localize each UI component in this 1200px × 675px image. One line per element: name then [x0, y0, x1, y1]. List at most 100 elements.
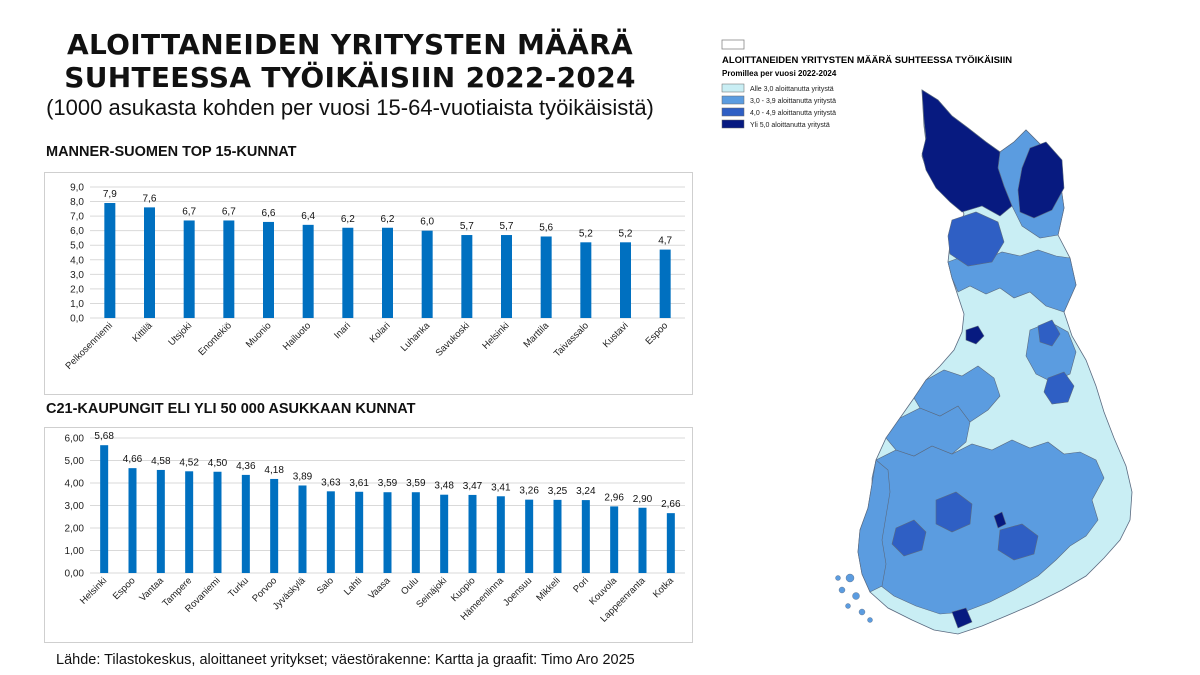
top15-bar — [620, 242, 631, 318]
top15-ytick-label: 8,0 — [70, 197, 84, 208]
top15-value-label: 5,2 — [619, 228, 633, 239]
top15-bar — [302, 224, 314, 318]
top15-value-label: 7,6 — [143, 193, 157, 204]
c21-value-label: 3,47 — [463, 481, 483, 492]
c21-value-label: 4,18 — [264, 465, 284, 476]
c21-value-label: 5,68 — [94, 431, 114, 442]
top15-value-label: 7,9 — [103, 189, 117, 200]
c21-bar — [610, 506, 619, 573]
map-region-mid-kainuu — [1025, 321, 1077, 383]
title-line-1: ALOITTANEIDEN YRITYSTEN MÄÄRÄ — [67, 28, 633, 61]
c21-value-label: 3,59 — [406, 478, 426, 489]
c21-value-label: 4,66 — [123, 454, 143, 465]
c21-bar — [326, 491, 335, 573]
c21-category-label: Vaasa — [366, 575, 393, 602]
c21-bar — [666, 513, 675, 573]
top15-category-label: Pelkosenniemi — [63, 320, 114, 371]
finland-map: ALOITTANEIDEN YRITYSTEN MÄÄRÄ SUHTEESSA … — [721, 39, 1133, 635]
top15-category-label: Inari — [332, 320, 353, 341]
c21-value-label: 3,63 — [321, 477, 341, 488]
c21-value-label: 3,25 — [548, 486, 568, 497]
top15-bar — [540, 236, 552, 318]
c21-category-label: Pori — [571, 575, 591, 595]
source-note: Lähde: Tilastokeskus, aloittaneet yrityk… — [56, 652, 635, 668]
c21-value-label: 3,59 — [378, 478, 398, 489]
top15-category-label: Muonio — [244, 320, 274, 350]
legend-subtitle: Promillea per vuosi 2022-2024 — [722, 69, 837, 78]
top15-value-label: 5,2 — [579, 228, 593, 239]
legend-swatch — [721, 83, 745, 93]
title-line-2: SUHTEESSA TYÖIKÄISIIN 2022-2024 — [64, 61, 636, 94]
legend-label: 4,0 - 4,9 aloittanutta yritystä — [750, 110, 836, 117]
legend-blank-swatch — [721, 39, 745, 50]
c21-ytick-label: 4,00 — [65, 479, 85, 490]
c21-value-label: 4,50 — [208, 458, 228, 469]
top15-ytick-label: 4,0 — [70, 255, 84, 266]
top15-ytick-label: 5,0 — [70, 241, 84, 252]
map-region-top-south-tip — [951, 607, 973, 629]
top15-bar — [104, 203, 116, 318]
c21-ytick-label: 6,00 — [65, 434, 85, 445]
legend-swatch — [721, 107, 745, 117]
top15-value-label: 6,2 — [381, 214, 395, 225]
c21-bar — [241, 474, 250, 573]
top15-category-label: Kolari — [368, 320, 393, 345]
c21-bar — [553, 499, 562, 573]
chart-top15: 0,0 1,0 2,0 3,0 4,0 5,0 6,0 7,0 8,0 9,0 7,9 Pelkose… — [44, 172, 693, 395]
map-region-top-north-lapland — [921, 89, 1013, 217]
main-subtitle: (1000 asukasta kohden per vuosi 15-64-vu… — [46, 95, 654, 120]
top15-category-label: Savukoski — [434, 320, 472, 358]
c21-ytick-label: 0,00 — [65, 569, 85, 580]
map-region-mid-lapland — [947, 249, 1077, 313]
c21-bar — [468, 494, 477, 573]
top15-value-label: 5,7 — [500, 221, 514, 232]
c21-value-label: 4,58 — [151, 456, 171, 467]
c21-value-label: 3,89 — [293, 471, 313, 482]
top15-ytick-label: 6,0 — [70, 226, 84, 237]
chart-c21: 0,00 1,00 2,00 3,00 4,00 5,00 6,00 5,68 Helsinki… — [44, 427, 693, 643]
top15-category-label: Hailuoto — [281, 320, 313, 352]
chart-top15-svg: 0,0 1,0 2,0 3,0 4,0 5,0 6,0 7,0 8,0 9,0 7,9 Pelkose… — [63, 183, 685, 372]
top15-value-label: 5,6 — [539, 222, 553, 233]
c21-bar — [128, 468, 137, 573]
chart-c21-svg: 0,00 1,00 2,00 3,00 4,00 5,00 6,00 5,68 Helsinki… — [65, 431, 685, 625]
c21-value-label: 3,48 — [434, 481, 454, 492]
c21-category-label: Joensuu — [501, 575, 534, 608]
c21-ytick-label: 2,00 — [65, 524, 85, 535]
top15-bar — [659, 249, 671, 318]
map-region-mid-sw-coast — [857, 459, 891, 593]
top15-category-label: Taivassalo — [552, 320, 591, 359]
map-region-dark-center — [1043, 371, 1075, 405]
top15-category-label: Utsjoki — [166, 320, 194, 348]
top15-category-label: Kittilä — [130, 320, 155, 345]
c21-bar — [270, 478, 279, 573]
top15-ytick-label: 3,0 — [70, 270, 84, 281]
top15-category-label: Kustavi — [601, 320, 631, 350]
top15-ytick-label: 1,0 — [70, 299, 84, 310]
top15-bar — [382, 227, 393, 318]
c21-value-label: 2,66 — [661, 499, 681, 510]
c21-category-label: Salo — [315, 575, 336, 596]
c21-bar — [355, 491, 364, 573]
c21-category-label: Kotka — [651, 575, 676, 600]
map-region-top-center — [993, 511, 1007, 529]
legend-label: Yli 5,0 aloittanutta yritystä — [750, 122, 830, 129]
map-region-dark-south — [935, 491, 973, 533]
c21-value-label: 3,41 — [491, 482, 511, 493]
c21-bar — [440, 494, 449, 573]
top15-bar — [461, 235, 473, 318]
c21-bar — [185, 471, 194, 573]
c21-category-label: Lahti — [342, 575, 364, 597]
top15-category-label: Enontekiö — [196, 320, 234, 358]
legend-label: 3,0 - 3,9 aloittanutta yritystä — [750, 98, 836, 105]
c21-bar — [156, 469, 165, 573]
map-region-dark-southeast — [997, 523, 1039, 561]
top15-value-label: 6,0 — [420, 217, 434, 228]
finland-regions — [835, 89, 1133, 635]
map-region-mid-ostrobothnia — [913, 365, 1001, 423]
c21-bar — [298, 485, 307, 573]
top15-bar — [263, 221, 274, 318]
chart-1-title: MANNER-SUOMEN TOP 15-KUNNAT — [46, 144, 297, 160]
archipelago — [835, 573, 873, 623]
c21-bar — [100, 445, 109, 573]
